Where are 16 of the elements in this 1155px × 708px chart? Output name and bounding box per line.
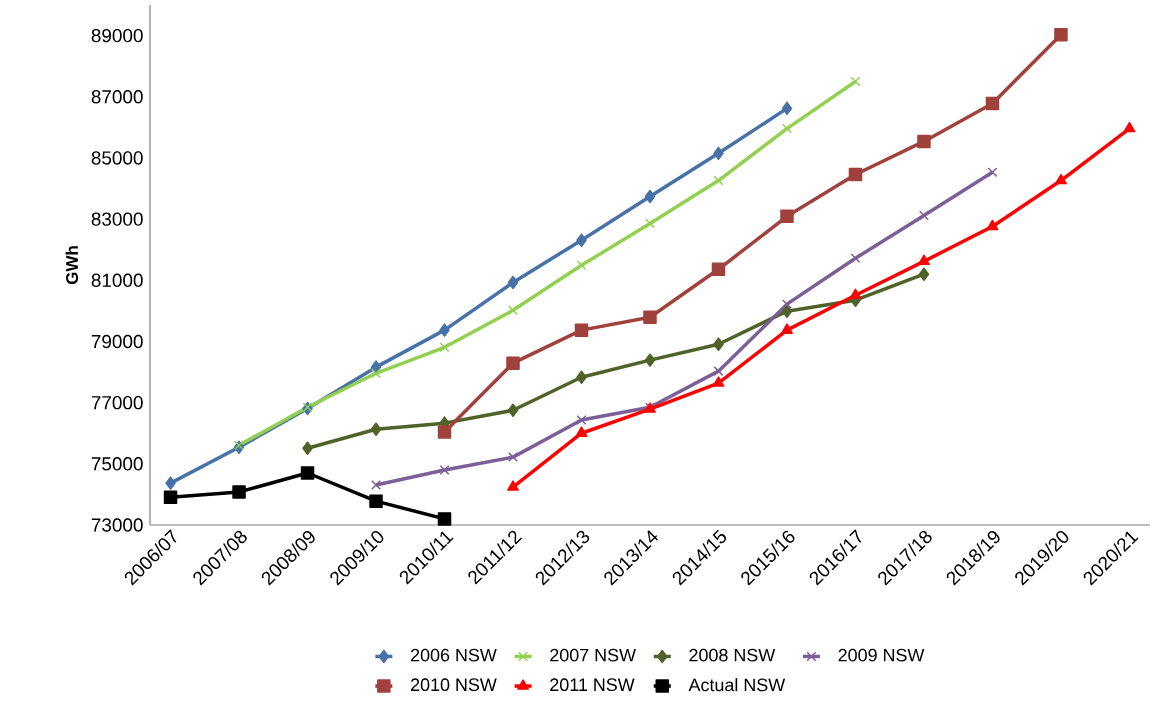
y-tick-label: 77000 xyxy=(91,395,143,410)
legend-label: Actual NSW xyxy=(688,678,786,692)
y-tick-label: 75000 xyxy=(91,457,143,471)
y-tick-label: 79000 xyxy=(91,334,143,349)
legend-label: 2008 NSW xyxy=(689,648,776,662)
y-tick-label: 85000 xyxy=(91,151,143,165)
legend-label: 2010 NSW xyxy=(411,678,497,692)
legend-label: 2006 NSW xyxy=(411,648,497,662)
y-tick-label: 89000 xyxy=(91,28,143,43)
legend-label: 2011 NSW xyxy=(550,678,635,692)
legend-label: 2007 NSW xyxy=(550,648,636,662)
legend-label: 2009 NSW xyxy=(838,648,925,662)
y-tick-label: 87000 xyxy=(91,90,143,104)
y-tick-label: 81000 xyxy=(91,273,143,287)
y-tick-label: 83000 xyxy=(91,212,143,226)
y-axis-title: GWh xyxy=(65,246,79,285)
